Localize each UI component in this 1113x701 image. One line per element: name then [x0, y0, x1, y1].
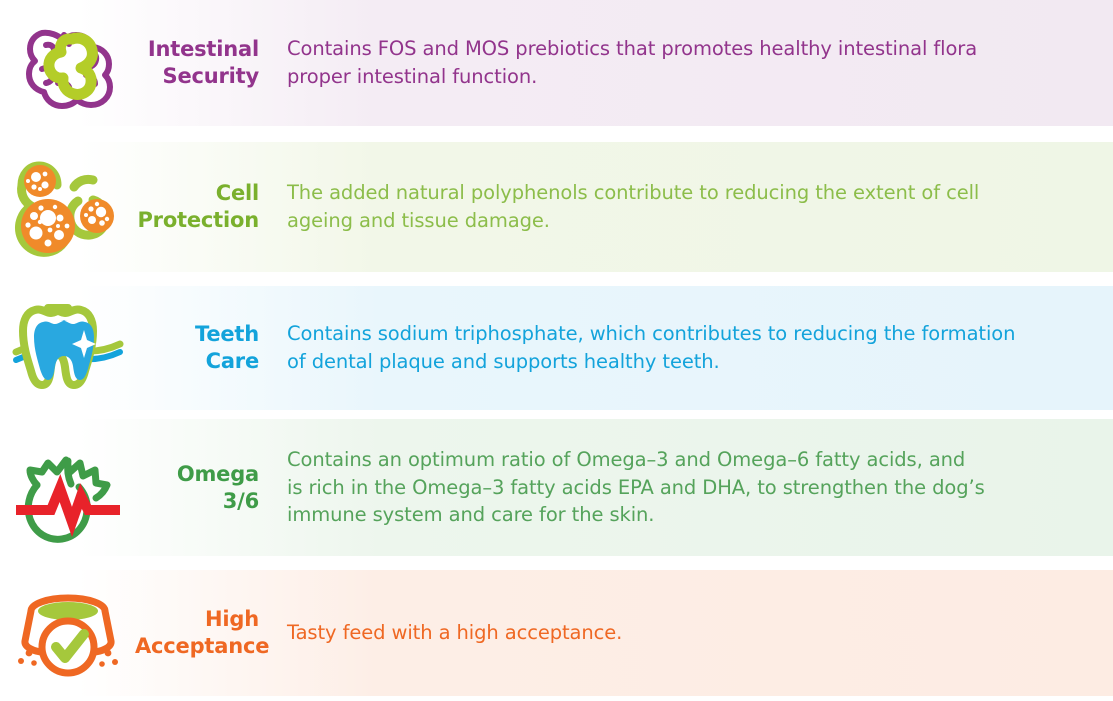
benefit-description-line: proper intestinal function. — [287, 65, 538, 88]
cells-icon — [14, 155, 122, 259]
benefit-title: Intestinal Security — [135, 36, 287, 90]
benefit-title-line: Teeth — [194, 322, 259, 347]
icon-cell — [0, 142, 135, 272]
benefit-title-line: Cell — [215, 181, 259, 206]
benefit-description-line: Contains an optimum ratio of Omega–3 and… — [287, 447, 966, 471]
benefit-description-line: Contains sodium triphosphate, which cont… — [287, 322, 1016, 346]
benefit-title-line: Intestinal — [147, 37, 259, 62]
benefit-description-line: Contains FOS and MOS prebiotics that pro… — [287, 37, 978, 61]
benefit-title-line: High — [205, 607, 259, 632]
benefit-title: Cell Protection — [135, 180, 287, 234]
benefit-title-line: Security — [162, 64, 260, 88]
benefit-row-intestinal-security: Intestinal Security Contains FOS and MOS… — [0, 0, 1113, 126]
icon-cell — [0, 0, 135, 126]
benefit-row-cell-protection: Cell Protection The added natural polyph… — [0, 142, 1113, 272]
icon-cell — [0, 286, 135, 410]
benefit-row-high-acceptance: High Acceptance Tasty feed with a high a… — [0, 570, 1113, 696]
benefit-description: The added natural polyphenols contribute… — [287, 179, 1113, 234]
benefit-title-line: Protection — [137, 208, 259, 232]
benefit-description: Tasty feed with a high acceptance. — [287, 619, 1113, 647]
benefit-title-line: Omega — [176, 461, 259, 486]
benefit-title: Teeth Care — [135, 321, 287, 375]
benefit-description-line: is rich in the Omega–3 fatty acids EPA a… — [287, 475, 985, 499]
benefit-row-omega: Omega 3/6 Contains an optimum ratio of O… — [0, 419, 1113, 556]
heart-pulse-icon — [13, 433, 123, 543]
intestine-icon — [16, 11, 120, 115]
benefit-title: High Acceptance — [135, 606, 287, 660]
benefit-description: Contains FOS and MOS prebiotics that pro… — [287, 35, 1113, 90]
benefit-title-line: Care — [205, 349, 260, 373]
benefit-description: Contains an optimum ratio of Omega–3 and… — [287, 446, 1113, 529]
benefit-title: Omega 3/6 — [135, 461, 287, 515]
benefit-row-teeth-care: Teeth Care Contains sodium triphosphate,… — [0, 286, 1113, 410]
benefit-description-line: Tasty feed with a high acceptance. — [287, 621, 623, 645]
benefit-description-line: ageing and tissue damage. — [287, 209, 550, 232]
benefit-title-line: Acceptance — [135, 634, 270, 658]
benefit-description-line: of dental plaque and supports healthy te… — [287, 350, 720, 373]
icon-cell — [0, 419, 135, 556]
benefit-description: Contains sodium triphosphate, which cont… — [287, 320, 1113, 375]
tooth-icon — [12, 300, 124, 396]
benefit-description-line: immune system and care for the skin. — [287, 503, 655, 527]
benefit-description-line: The added natural polyphenols contribute… — [287, 181, 980, 205]
food-bowl-check-icon — [12, 583, 124, 683]
benefit-title-line: 3/6 — [222, 488, 259, 513]
icon-cell — [0, 570, 135, 696]
